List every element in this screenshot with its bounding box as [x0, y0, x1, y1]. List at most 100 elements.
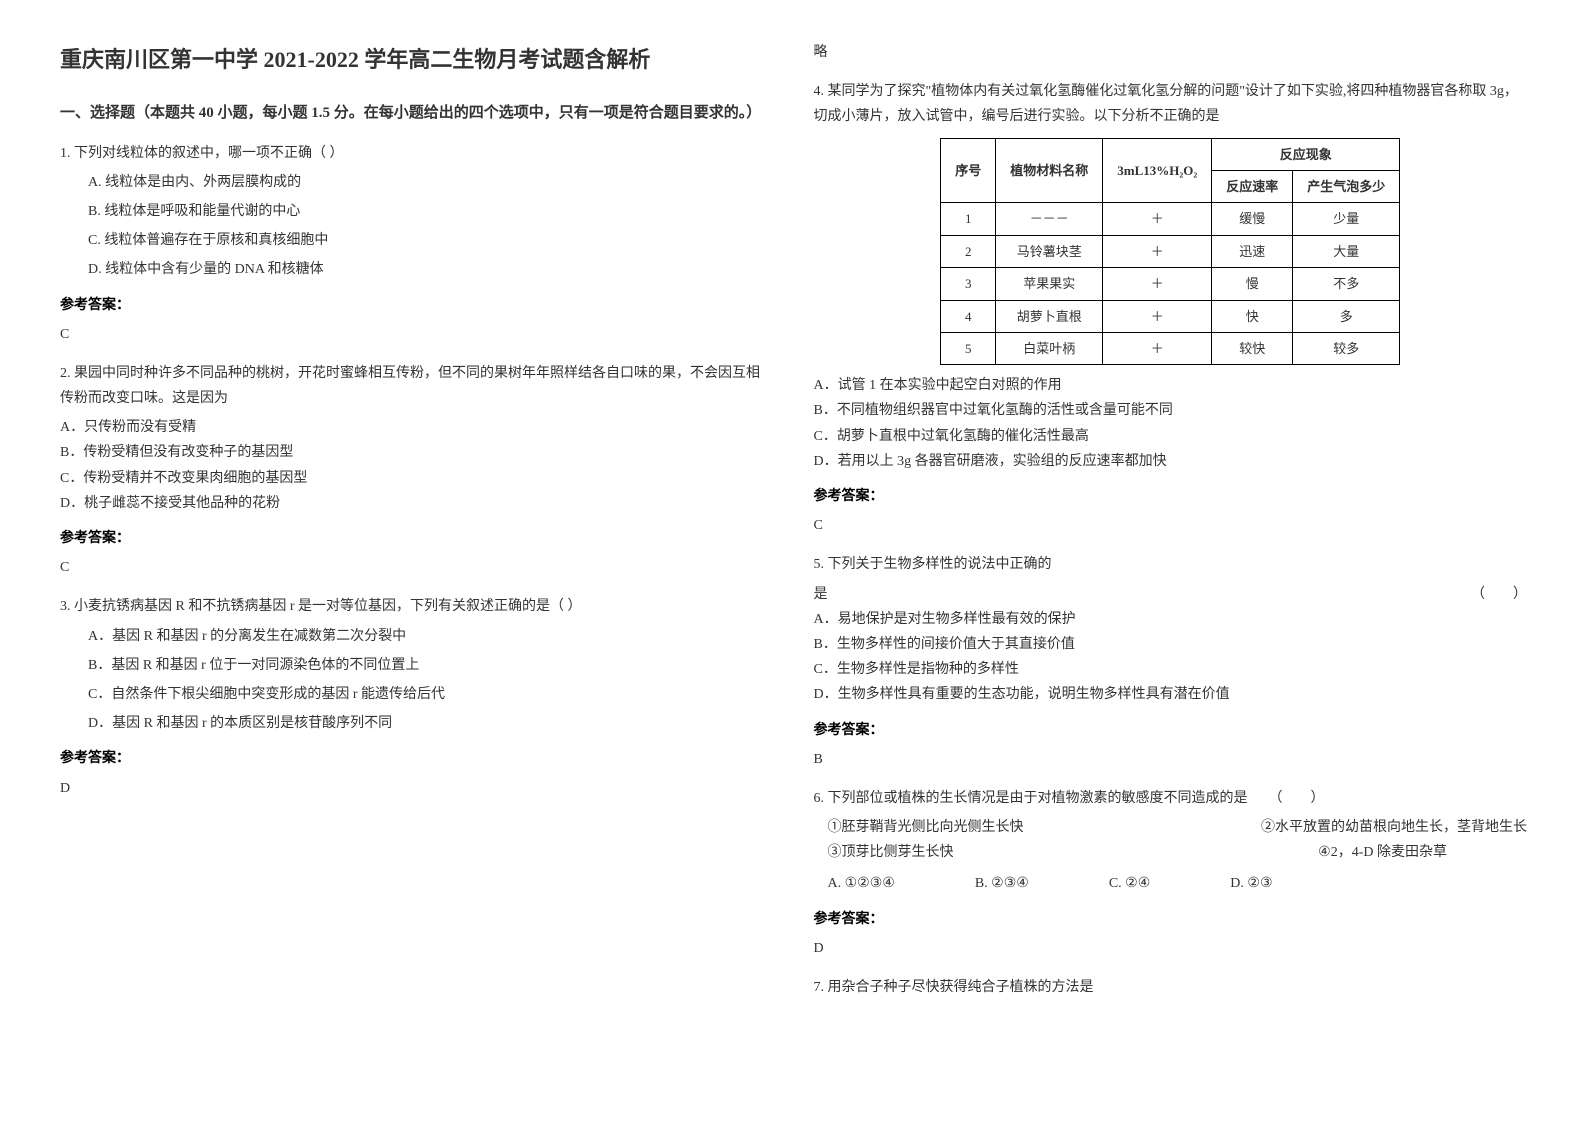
- q6-answer: D: [814, 936, 1528, 961]
- q6-items-row1: ①胚芽鞘背光侧比向光侧生长快 ②水平放置的幼苗根向地生长，茎背地生长: [828, 815, 1528, 840]
- table-header-row: 序号 植物材料名称 3mL13%H₂O₂ 反应现象: [941, 138, 1400, 170]
- th-seq: 序号: [941, 138, 996, 203]
- q6-opt-b: B. ②③④: [975, 871, 1029, 896]
- q6-item-2: ②水平放置的幼苗根向地生长，茎背地生长: [1261, 815, 1527, 840]
- exam-page: 重庆南川区第一中学 2021-2022 学年高二生物月考试题含解析 一、选择题（…: [60, 40, 1527, 1004]
- th-h2o2: 3mL13%H₂O₂: [1103, 138, 1212, 203]
- q3-opt-d: D．基因 R 和基因 r 的本质区别是核苷酸序列不同: [60, 711, 774, 736]
- q3-answer: D: [60, 776, 774, 801]
- q1-opt-c: C. 线粒体普遍存在于原核和真核细胞中: [60, 228, 774, 253]
- th-rate: 反应速率: [1212, 170, 1293, 202]
- q6-options-row: A. ①②③④ B. ②③④ C. ②④ D. ②③: [814, 871, 1528, 896]
- cell-h: ＋: [1103, 203, 1212, 235]
- q4-intro: 4. 某同学为了探究"植物体内有关过氧化氢酶催化过氧化氢分解的问题"设计了如下实…: [814, 79, 1528, 129]
- q4-experiment-table: 序号 植物材料名称 3mL13%H₂O₂ 反应现象 反应速率 产生气泡多少 1 …: [940, 138, 1400, 366]
- q4-answer-label: 参考答案：: [814, 484, 1528, 509]
- question-5: 5. 下列关于生物多样性的说法中正确的 是 （ ） A．易地保护是对生物多样性最…: [814, 552, 1528, 772]
- cell-h: ＋: [1103, 235, 1212, 267]
- table-row: 4 胡萝卜直根 ＋ 快 多: [941, 300, 1400, 332]
- q6-item-4: ④2，4-D 除麦田杂草: [1318, 840, 1527, 865]
- cell-rate: 慢: [1212, 268, 1293, 300]
- q5-opt-a: A．易地保护是对生物多样性最有效的保护: [814, 607, 1528, 632]
- q2-answer-label: 参考答案：: [60, 526, 774, 551]
- question-4: 4. 某同学为了探究"植物体内有关过氧化氢酶催化过氧化氢分解的问题"设计了如下实…: [814, 79, 1528, 538]
- cell-bub: 多: [1293, 300, 1400, 332]
- q4-opt-c: C．胡萝卜直根中过氧化氢酶的催化活性最高: [814, 424, 1528, 449]
- q4-opt-a: A．试管 1 在本实验中起空白对照的作用: [814, 373, 1528, 398]
- question-6: 6. 下列部位或植株的生长情况是由于对植物激素的敏感度不同造成的是 （ ） ①胚…: [814, 786, 1528, 961]
- cell-seq: 4: [941, 300, 996, 332]
- q1-answer-label: 参考答案：: [60, 293, 774, 318]
- cell-bub: 大量: [1293, 235, 1400, 267]
- q6-items-row2: ③顶芽比侧芽生长快 ④2，4-D 除麦田杂草: [828, 840, 1528, 865]
- q5-stem-line2: 是 （ ）: [814, 582, 1528, 607]
- q5-opt-d: D．生物多样性具有重要的生态功能，说明生物多样性具有潜在价值: [814, 682, 1528, 707]
- cell-bub: 不多: [1293, 268, 1400, 300]
- cell-name: 胡萝卜直根: [996, 300, 1103, 332]
- cell-seq: 2: [941, 235, 996, 267]
- q5-stem-line1: 5. 下列关于生物多样性的说法中正确的: [814, 552, 1528, 577]
- q2-answer: C: [60, 555, 774, 580]
- q3-opt-c: C．自然条件下根尖细胞中突变形成的基因 r 能遗传给后代: [60, 682, 774, 707]
- q6-item-1: ①胚芽鞘背光侧比向光侧生长快: [828, 815, 1024, 840]
- q5-opt-b: B．生物多样性的间接价值大于其直接价值: [814, 632, 1528, 657]
- section-1-head: 一、选择题（本题共 40 小题，每小题 1.5 分。在每小题给出的四个选项中，只…: [60, 100, 774, 127]
- table-row: 5 白菜叶柄 ＋ 较快 较多: [941, 332, 1400, 364]
- cell-name: 白菜叶柄: [996, 332, 1103, 364]
- q2-opt-a: A．只传粉而没有受精: [60, 415, 774, 440]
- q1-opt-d: D. 线粒体中含有少量的 DNA 和核糖体: [60, 257, 774, 282]
- q2-opt-d: D．桃子雌蕊不接受其他品种的花粉: [60, 491, 774, 516]
- q1-stem: 1. 下列对线粒体的叙述中，哪一项不正确（ ）: [60, 141, 774, 166]
- table-row: 3 苹果果实 ＋ 慢 不多: [941, 268, 1400, 300]
- table-row: 1 －－－ ＋ 缓慢 少量: [941, 203, 1400, 235]
- q2-opt-b: B．传粉受精但没有改变种子的基因型: [60, 440, 774, 465]
- right-column: 略 4. 某同学为了探究"植物体内有关过氧化氢酶催化过氧化氢分解的问题"设计了如…: [814, 40, 1528, 1004]
- cell-name: －－－: [996, 203, 1103, 235]
- cell-rate: 较快: [1212, 332, 1293, 364]
- q3-stem: 3. 小麦抗锈病基因 R 和不抗锈病基因 r 是一对等位基因，下列有关叙述正确的…: [60, 594, 774, 619]
- cell-bub: 较多: [1293, 332, 1400, 364]
- q6-answer-label: 参考答案：: [814, 907, 1528, 932]
- cell-h: ＋: [1103, 268, 1212, 300]
- q6-opt-a: A. ①②③④: [828, 871, 895, 896]
- q1-opt-a: A. 线粒体是由内、外两层膜构成的: [60, 170, 774, 195]
- q4-answer: C: [814, 513, 1528, 538]
- q2-opt-c: C．传粉受精并不改变果肉细胞的基因型: [60, 466, 774, 491]
- question-2: 2. 果园中同时种许多不同品种的桃树，开花时蜜蜂相互传粉，但不同的果树年年照样结…: [60, 361, 774, 581]
- question-1: 1. 下列对线粒体的叙述中，哪一项不正确（ ） A. 线粒体是由内、外两层膜构成…: [60, 141, 774, 347]
- q3-opt-b: B．基因 R 和基因 r 位于一对同源染色体的不同位置上: [60, 653, 774, 678]
- q2-stem: 2. 果园中同时种许多不同品种的桃树，开花时蜜蜂相互传粉，但不同的果树年年照样结…: [60, 361, 774, 411]
- q5-answer-label: 参考答案：: [814, 718, 1528, 743]
- q5-opt-c: C．生物多样性是指物种的多样性: [814, 657, 1528, 682]
- q6-opt-c: C. ②④: [1109, 871, 1150, 896]
- th-bubble: 产生气泡多少: [1293, 170, 1400, 202]
- table-row: 2 马铃薯块茎 ＋ 迅速 大量: [941, 235, 1400, 267]
- q7-stem: 7. 用杂合子种子尽快获得纯合子植株的方法是: [814, 975, 1528, 1000]
- cell-rate: 缓慢: [1212, 203, 1293, 235]
- th-name: 植物材料名称: [996, 138, 1103, 203]
- cell-rate: 迅速: [1212, 235, 1293, 267]
- q6-item-3: ③顶芽比侧芽生长快: [828, 840, 954, 865]
- q6-stem: 6. 下列部位或植株的生长情况是由于对植物激素的敏感度不同造成的是 （ ）: [814, 786, 1528, 811]
- q4-opt-b: B．不同植物组织器官中过氧化氢酶的活性或含量可能不同: [814, 398, 1528, 423]
- q3-answer-label: 参考答案：: [60, 746, 774, 771]
- q6-sub-items: ①胚芽鞘背光侧比向光侧生长快 ②水平放置的幼苗根向地生长，茎背地生长 ③顶芽比侧…: [814, 815, 1528, 865]
- th-phenom: 反应现象: [1212, 138, 1400, 170]
- q6-opt-d: D. ②③: [1230, 871, 1272, 896]
- cell-h: ＋: [1103, 300, 1212, 332]
- left-column: 重庆南川区第一中学 2021-2022 学年高二生物月考试题含解析 一、选择题（…: [60, 40, 774, 1004]
- q5-paren: （ ）: [1471, 582, 1527, 607]
- cell-h: ＋: [1103, 332, 1212, 364]
- q1-opt-b: B. 线粒体是呼吸和能量代谢的中心: [60, 199, 774, 224]
- exam-title: 重庆南川区第一中学 2021-2022 学年高二生物月考试题含解析: [60, 40, 774, 80]
- cell-seq: 5: [941, 332, 996, 364]
- q3-opt-a: A．基因 R 和基因 r 的分离发生在减数第二次分裂中: [60, 624, 774, 649]
- cell-name: 苹果果实: [996, 268, 1103, 300]
- cell-name: 马铃薯块茎: [996, 235, 1103, 267]
- question-3: 3. 小麦抗锈病基因 R 和不抗锈病基因 r 是一对等位基因，下列有关叙述正确的…: [60, 594, 774, 800]
- cell-bub: 少量: [1293, 203, 1400, 235]
- question-7: 7. 用杂合子种子尽快获得纯合子植株的方法是: [814, 975, 1528, 1000]
- q5-stem-b: 是: [814, 582, 828, 607]
- q3-skip: 略: [814, 40, 1528, 65]
- q4-opt-d: D．若用以上 3g 各器官研磨液，实验组的反应速率都加快: [814, 449, 1528, 474]
